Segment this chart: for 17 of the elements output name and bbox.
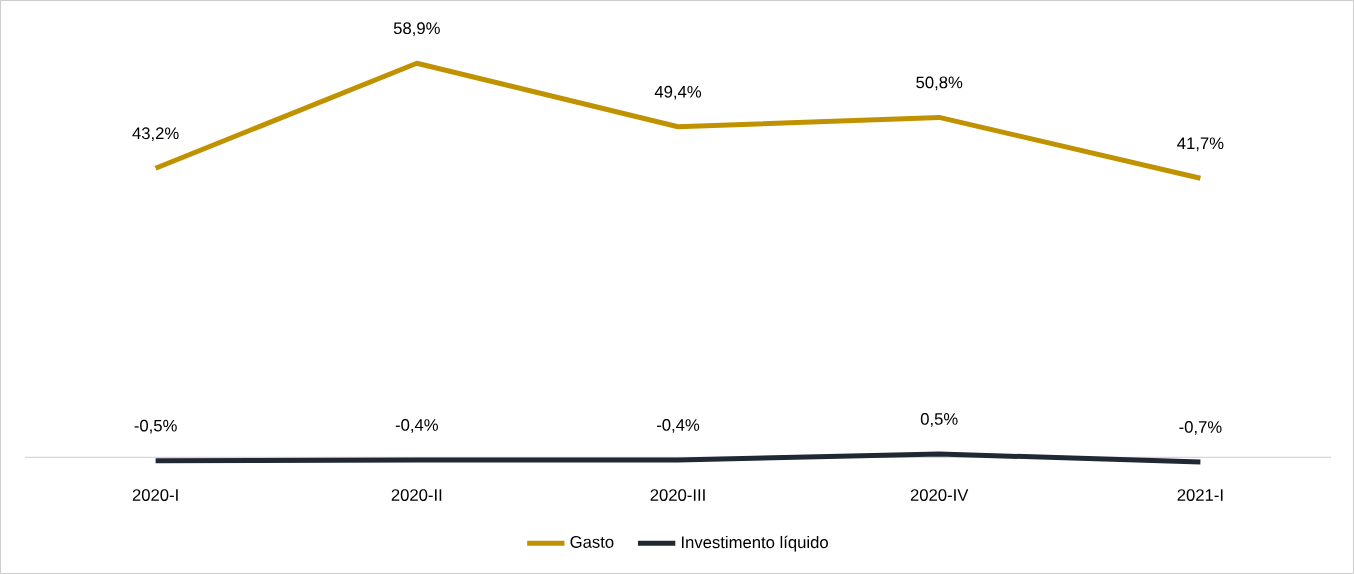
x-tick-label: 2020-II [391, 489, 442, 501]
data-label: -0,7% [1179, 421, 1222, 435]
data-label: -0,4% [395, 419, 438, 433]
x-tick-label: 2020-III [650, 489, 705, 501]
data-label: -0,5% [134, 419, 177, 434]
x-tick-label: 2020-I [132, 489, 178, 501]
data-label: 50,8% [916, 76, 963, 91]
legend-label: Investimento líquido [682, 535, 828, 552]
data-label: 58,9% [393, 22, 440, 37]
data-label: -0,4% [656, 419, 700, 433]
data-label: 41,7% [1177, 137, 1224, 152]
data-label: 0,5% [920, 413, 958, 427]
x-tick-label: 2020-IV [910, 489, 969, 501]
legend-label: Gasto [570, 536, 614, 548]
x-tick-label: 2021-I [1177, 489, 1223, 501]
data-label: 43,2% [132, 127, 179, 142]
data-label: 49,4% [654, 85, 702, 100]
